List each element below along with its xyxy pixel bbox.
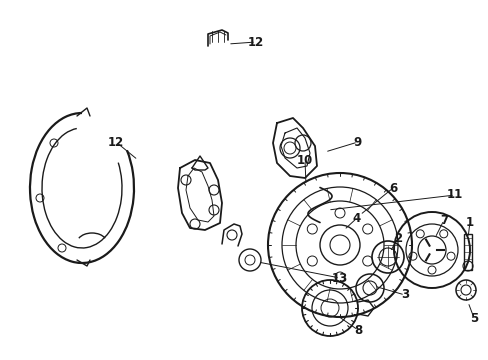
Text: 4: 4 (352, 211, 360, 225)
Text: 13: 13 (331, 271, 347, 284)
Text: 12: 12 (247, 36, 264, 49)
Text: 5: 5 (469, 311, 477, 324)
Bar (463, 234, 471, 270)
Text: 7: 7 (439, 213, 447, 226)
Text: 12: 12 (108, 135, 124, 148)
Text: 1: 1 (465, 216, 473, 229)
Text: 10: 10 (296, 153, 312, 166)
Text: 3: 3 (400, 288, 408, 302)
Text: 11: 11 (446, 189, 462, 202)
Text: 2: 2 (393, 231, 401, 244)
Text: 9: 9 (353, 135, 362, 148)
Text: 8: 8 (353, 324, 362, 337)
Text: 6: 6 (388, 181, 396, 194)
